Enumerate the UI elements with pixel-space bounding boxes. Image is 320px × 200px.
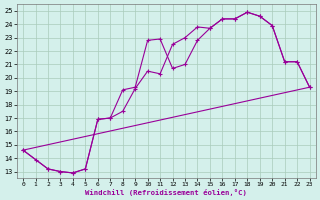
- X-axis label: Windchill (Refroidissement éolien,°C): Windchill (Refroidissement éolien,°C): [85, 189, 247, 196]
